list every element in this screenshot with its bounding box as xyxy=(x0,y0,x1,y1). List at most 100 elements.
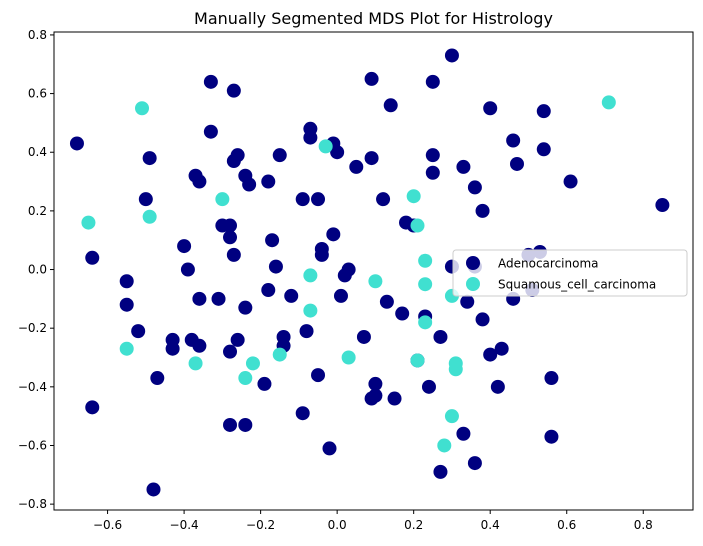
data-point xyxy=(444,48,459,63)
data-point xyxy=(138,192,153,207)
series-squamous-cell-carcinoma xyxy=(81,95,616,453)
data-point xyxy=(311,192,326,207)
data-point xyxy=(272,347,287,362)
data-point xyxy=(295,406,310,421)
data-point xyxy=(383,98,398,113)
data-point xyxy=(119,297,134,312)
x-tick-label: 0.4 xyxy=(481,518,500,532)
y-tick-label: −0.2 xyxy=(18,321,47,335)
data-point xyxy=(544,371,559,386)
y-tick-label: 0.8 xyxy=(28,28,47,42)
legend-marker xyxy=(466,277,480,291)
data-point xyxy=(265,233,280,248)
data-point xyxy=(387,391,402,406)
data-point xyxy=(467,180,482,195)
data-point xyxy=(119,274,134,289)
x-tick-label: 0.2 xyxy=(404,518,423,532)
data-point xyxy=(238,417,253,432)
points-layer xyxy=(69,48,670,497)
data-point xyxy=(177,239,192,254)
data-point xyxy=(81,215,96,230)
data-point xyxy=(314,247,329,262)
data-point xyxy=(410,353,425,368)
data-point xyxy=(356,329,371,344)
data-point xyxy=(318,139,333,154)
data-point xyxy=(368,376,383,391)
data-point xyxy=(460,294,475,309)
data-point xyxy=(188,356,203,371)
data-point xyxy=(322,441,337,456)
data-point xyxy=(242,177,257,192)
y-tick-label: −0.4 xyxy=(18,380,47,394)
data-point xyxy=(437,438,452,453)
data-point xyxy=(333,288,348,303)
data-point xyxy=(192,338,207,353)
data-point xyxy=(655,198,670,213)
data-point xyxy=(272,148,287,163)
legend-box xyxy=(452,249,688,297)
data-point xyxy=(311,368,326,383)
data-point xyxy=(165,341,180,356)
data-point xyxy=(223,417,238,432)
y-tick-label: 0.6 xyxy=(28,87,47,101)
data-point xyxy=(475,203,490,218)
data-point xyxy=(135,101,150,116)
data-point xyxy=(349,159,364,174)
x-tick-label: −0.6 xyxy=(93,518,122,532)
data-point xyxy=(245,356,260,371)
data-point xyxy=(433,329,448,344)
data-point xyxy=(69,136,84,151)
data-point xyxy=(303,268,318,283)
data-point xyxy=(483,347,498,362)
data-point xyxy=(226,247,241,262)
data-point xyxy=(268,259,283,274)
data-point xyxy=(368,274,383,289)
data-point xyxy=(425,74,440,89)
data-point xyxy=(379,294,394,309)
legend: Adenocarcinoma Squamous_cell_carcinoma xyxy=(452,249,688,297)
data-point xyxy=(425,148,440,163)
data-point xyxy=(364,151,379,166)
data-point xyxy=(490,379,505,394)
data-point xyxy=(230,148,245,163)
data-point xyxy=(475,312,490,327)
data-point xyxy=(483,101,498,116)
data-point xyxy=(223,230,238,245)
data-point xyxy=(494,341,509,356)
data-point xyxy=(330,145,345,160)
data-point xyxy=(448,356,463,371)
data-point xyxy=(406,189,421,204)
data-point xyxy=(192,174,207,189)
series-adenocarcinoma xyxy=(69,48,670,497)
data-point xyxy=(257,376,272,391)
data-point xyxy=(119,341,134,356)
data-point xyxy=(506,133,521,148)
data-point xyxy=(418,277,433,292)
data-point xyxy=(142,209,157,224)
data-point xyxy=(295,192,310,207)
data-point xyxy=(601,95,616,110)
y-tick-label: 0.0 xyxy=(28,263,47,277)
data-point xyxy=(444,409,459,424)
data-point xyxy=(509,156,524,171)
x-tick-label: −0.4 xyxy=(170,518,199,532)
data-point xyxy=(368,388,383,403)
chart-title: Manually Segmented MDS Plot for Histrolo… xyxy=(194,9,553,28)
x-tick-label: 0.6 xyxy=(557,518,576,532)
data-point xyxy=(223,344,238,359)
data-point xyxy=(418,315,433,330)
y-tick-label: −0.8 xyxy=(18,497,47,511)
data-point xyxy=(421,379,436,394)
x-tick-label: 0.8 xyxy=(634,518,653,532)
data-point xyxy=(467,456,482,471)
data-point xyxy=(544,429,559,444)
data-point xyxy=(215,192,230,207)
data-point xyxy=(395,306,410,321)
data-point xyxy=(376,192,391,207)
legend-label: Squamous_cell_carcinoma xyxy=(498,278,656,292)
data-point xyxy=(536,104,551,119)
data-point xyxy=(192,291,207,306)
data-point xyxy=(456,159,471,174)
data-point xyxy=(230,332,245,347)
